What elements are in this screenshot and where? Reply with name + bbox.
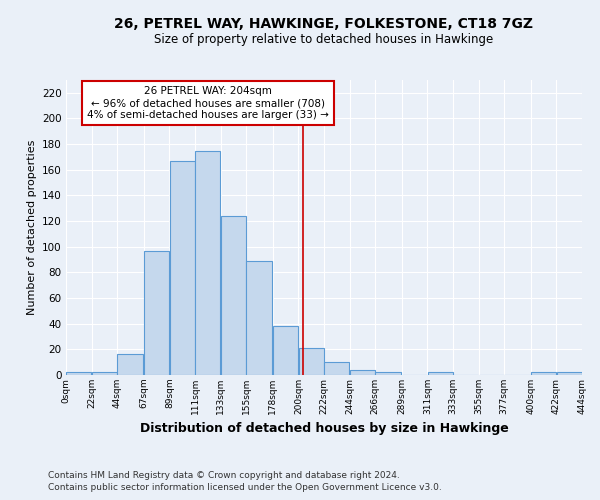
Text: 26 PETREL WAY: 204sqm
← 96% of detached houses are smaller (708)
4% of semi-deta: 26 PETREL WAY: 204sqm ← 96% of detached …	[87, 86, 329, 120]
Y-axis label: Number of detached properties: Number of detached properties	[26, 140, 37, 315]
Bar	[350, 370, 375, 375]
Bar	[221, 216, 246, 375]
Bar	[531, 372, 556, 375]
Text: Contains HM Land Registry data © Crown copyright and database right 2024.: Contains HM Land Registry data © Crown c…	[48, 471, 400, 480]
Bar	[66, 372, 91, 375]
Bar	[557, 372, 582, 375]
X-axis label: Distribution of detached houses by size in Hawkinge: Distribution of detached houses by size …	[140, 422, 508, 436]
Bar	[273, 326, 298, 375]
Text: Size of property relative to detached houses in Hawkinge: Size of property relative to detached ho…	[154, 32, 494, 46]
Bar	[170, 161, 195, 375]
Text: 26, PETREL WAY, HAWKINGE, FOLKESTONE, CT18 7GZ: 26, PETREL WAY, HAWKINGE, FOLKESTONE, CT…	[115, 18, 533, 32]
Bar	[118, 354, 143, 375]
Bar	[195, 150, 220, 375]
Bar	[247, 261, 272, 375]
Bar	[376, 372, 401, 375]
Bar	[92, 372, 117, 375]
Bar	[299, 348, 324, 375]
Text: Contains public sector information licensed under the Open Government Licence v3: Contains public sector information licen…	[48, 484, 442, 492]
Bar	[324, 362, 349, 375]
Bar	[428, 372, 453, 375]
Bar	[144, 250, 169, 375]
